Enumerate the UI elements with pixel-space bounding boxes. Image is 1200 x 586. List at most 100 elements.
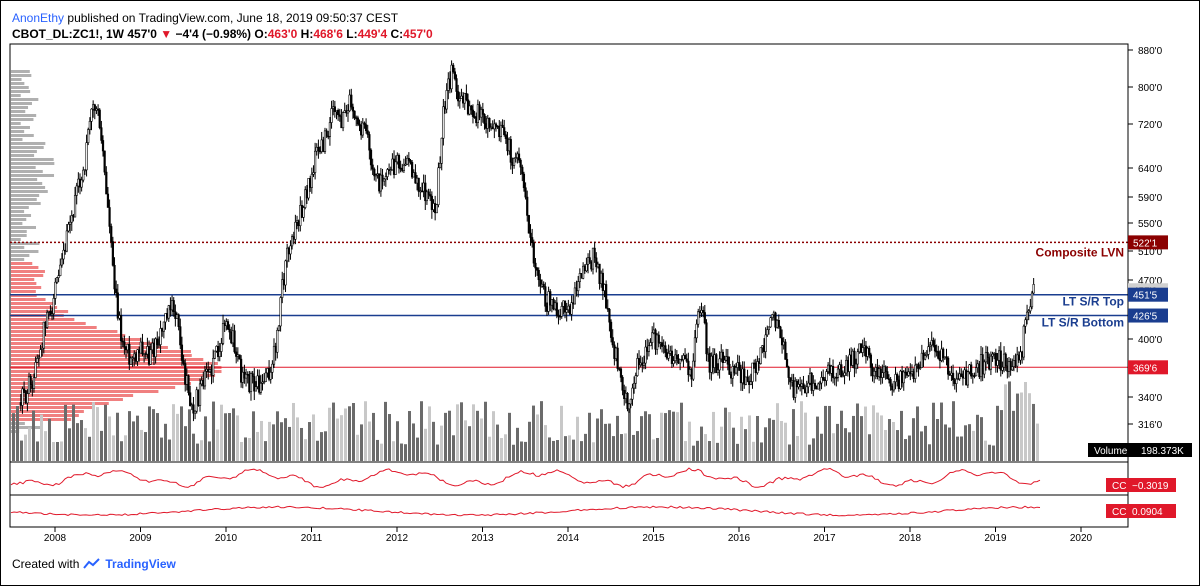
- volume-bar: [224, 413, 227, 461]
- candle-body: [338, 114, 341, 117]
- volume-bar: [628, 403, 631, 461]
- volume-bar: [656, 437, 659, 461]
- candle-body: [65, 230, 68, 252]
- candle-body: [110, 226, 113, 242]
- price-tick-label: 316'0: [1138, 420, 1163, 431]
- candle-body: [805, 386, 808, 394]
- volume-bar: [948, 427, 951, 461]
- candle-body: [131, 357, 134, 360]
- candle-body: [453, 71, 456, 79]
- symbol-name[interactable]: CBOT_DL:ZC1!, 1W: [12, 27, 124, 41]
- candle-body: [892, 381, 895, 391]
- volume-bar: [876, 412, 879, 461]
- volume-bar: [708, 441, 711, 461]
- candle-body: [417, 177, 420, 192]
- candle-body: [817, 383, 820, 390]
- time-axis[interactable]: 2008 2009 2010 2011 2012 2013 2014 2015 2016 2017…: [44, 527, 1093, 544]
- candle-body: [868, 347, 871, 356]
- candle-body: [172, 300, 175, 312]
- volume-bar: [52, 442, 55, 461]
- candle-body: [108, 207, 111, 227]
- candle-body: [328, 122, 332, 137]
- candle-body: [238, 354, 241, 360]
- cc-tag-2-name: CC: [1112, 507, 1126, 518]
- volume-bar: [636, 431, 639, 461]
- volume-bar: [748, 415, 751, 461]
- candle-body: [353, 110, 356, 118]
- candle-body: [664, 345, 667, 353]
- volume-bar: [164, 423, 167, 461]
- candle-body: [517, 153, 521, 161]
- candle-body: [106, 193, 110, 208]
- candle-body: [445, 90, 448, 110]
- profile-bar: [11, 134, 34, 137]
- candle-body: [351, 106, 355, 112]
- high-label: H:: [300, 27, 314, 41]
- candle-body: [189, 392, 192, 406]
- volume-bar: [808, 444, 811, 461]
- volume-bar: [740, 416, 743, 461]
- profile-bar: [11, 210, 25, 213]
- candle-body: [756, 361, 759, 374]
- volume-bar: [868, 434, 871, 461]
- candle-body: [932, 340, 935, 346]
- volume-bar: [188, 409, 191, 461]
- candle-body: [840, 364, 843, 378]
- candle-body: [425, 191, 429, 202]
- volume-bar: [412, 423, 415, 461]
- volume-bar: [288, 426, 291, 461]
- candle-body: [616, 347, 619, 369]
- volume-bar: [128, 411, 131, 461]
- candle-body: [203, 370, 207, 387]
- candle-body: [272, 345, 276, 365]
- volume-bar: [832, 433, 835, 461]
- author-name[interactable]: AnonEthy: [12, 11, 65, 25]
- candle-body: [73, 195, 77, 218]
- candle-body: [966, 371, 969, 386]
- candle-body: [59, 264, 62, 276]
- candle-body: [573, 287, 577, 305]
- candle-body: [93, 104, 96, 111]
- candle-body: [404, 163, 407, 166]
- candle-body: [471, 109, 475, 117]
- volume-bar: [348, 406, 351, 461]
- profile-bar: [11, 162, 55, 165]
- volume-bar: [64, 404, 67, 461]
- candle-body: [588, 257, 591, 263]
- volume-bar: [200, 440, 203, 461]
- level-label: Composite LVN: [1036, 245, 1124, 259]
- lt-top-price-tag: [1128, 287, 1168, 302]
- volume-bar: [720, 426, 723, 461]
- time-tick-label: 2014: [557, 533, 580, 544]
- volume-bar: [596, 418, 599, 461]
- volume-tag: [1088, 443, 1192, 457]
- profile-bar: [11, 82, 25, 85]
- volume-bar: [276, 411, 279, 461]
- candle-body: [193, 410, 197, 414]
- volume-bar: [880, 415, 883, 461]
- profile-bar: [11, 362, 218, 365]
- candle-body: [1024, 319, 1027, 327]
- volume-bar: [140, 429, 143, 461]
- volume-bar: [428, 406, 431, 461]
- last-price: 457'0: [127, 27, 157, 41]
- price-tick-label: 590'0: [1138, 193, 1163, 204]
- candle-body: [411, 162, 414, 178]
- volume-bar: [400, 443, 403, 461]
- volume-bar: [416, 437, 419, 461]
- profile-bar: [11, 182, 43, 185]
- publish-line: AnonEthy published on TradingView.com, J…: [12, 10, 433, 26]
- candle-body: [705, 322, 708, 355]
- candle-body: [831, 365, 835, 378]
- candle-body: [512, 157, 516, 166]
- candle-body: [80, 179, 83, 188]
- candle-body: [608, 308, 611, 323]
- candle-body: [371, 164, 374, 170]
- volume-bar: [396, 421, 399, 461]
- candle-body: [154, 338, 157, 358]
- tradingview-link[interactable]: TradingView: [105, 557, 176, 571]
- volume-bar: [364, 401, 367, 461]
- volume-bar: [48, 418, 51, 461]
- candle-body: [325, 130, 328, 137]
